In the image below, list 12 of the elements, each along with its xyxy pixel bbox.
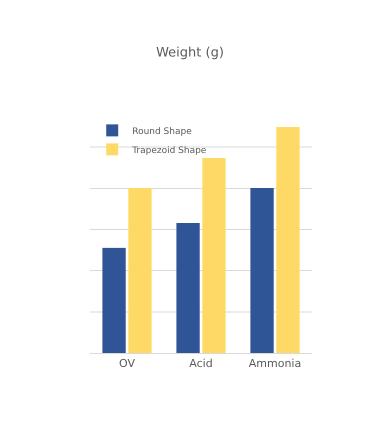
x-tick-label: OV — [119, 357, 136, 370]
chart-title: Weight (g) — [156, 46, 224, 61]
legend-label: Trapezoid Shape — [131, 146, 207, 156]
bar — [128, 188, 152, 353]
bar — [276, 127, 300, 353]
x-tick-label: Ammonia — [248, 357, 302, 370]
bar — [250, 188, 274, 353]
bar — [202, 158, 226, 353]
x-tick-label: Acid — [189, 357, 213, 370]
legend-label: Round Shape — [132, 126, 192, 137]
bar — [102, 248, 126, 353]
bar — [176, 223, 200, 353]
